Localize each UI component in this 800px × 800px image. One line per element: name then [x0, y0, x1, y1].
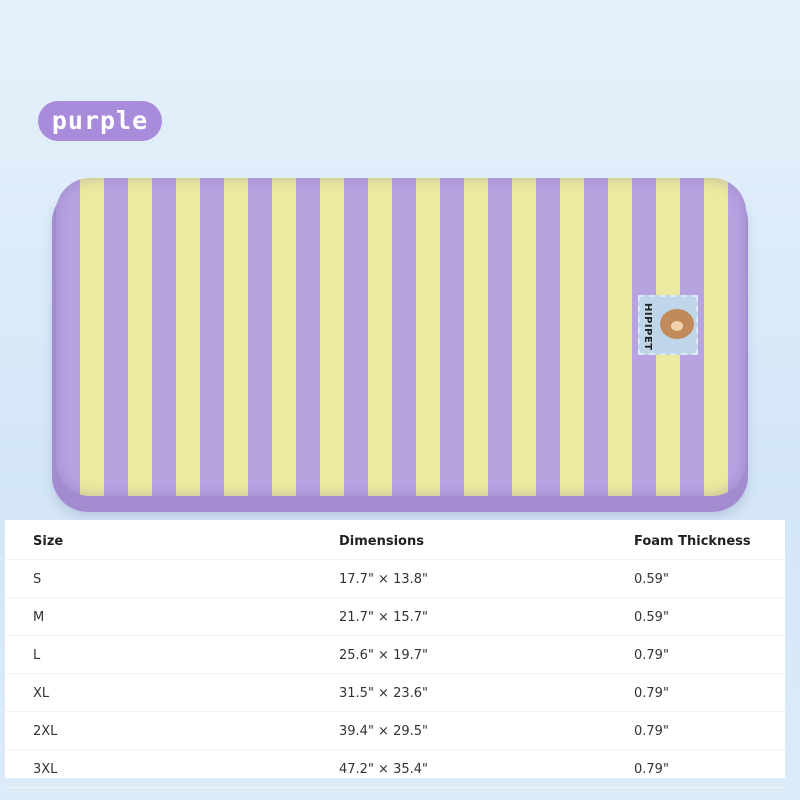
size-cell: S [33, 572, 42, 587]
size-cell: 2XL [33, 724, 58, 739]
bear-icon [660, 309, 694, 339]
color-badge: purple [38, 101, 162, 141]
dimensions-cell: 21.7" × 15.7" [339, 610, 429, 625]
striped-mat-image [56, 178, 746, 496]
table-row: 3XL 47.2" × 35.4" 0.79" [5, 750, 785, 788]
thickness-cell: 0.79" [634, 762, 669, 777]
brand-tag: HIPIPET [638, 295, 698, 355]
dimensions-cell: 31.5" × 23.6" [339, 686, 429, 701]
thickness-cell: 0.79" [634, 648, 669, 663]
table-header: Size Dimensions Foam Thickness [5, 522, 785, 560]
table-row: XL 31.5" × 23.6" 0.79" [5, 674, 785, 712]
table-row: M 21.7" × 15.7" 0.59" [5, 598, 785, 636]
thickness-cell: 0.59" [634, 610, 669, 625]
dimensions-cell: 17.7" × 13.8" [339, 572, 429, 587]
dimensions-cell: 25.6" × 19.7" [339, 648, 429, 663]
header-dimensions: Dimensions [339, 534, 424, 549]
size-cell: M [33, 610, 45, 625]
thickness-cell: 0.79" [634, 724, 669, 739]
brand-text: HIPIPET [642, 303, 653, 351]
size-cell: L [33, 648, 41, 663]
size-cell: XL [33, 686, 50, 701]
table-row: L 25.6" × 19.7" 0.79" [5, 636, 785, 674]
dimensions-cell: 47.2" × 35.4" [339, 762, 429, 777]
thickness-cell: 0.59" [634, 572, 669, 587]
header-size: Size [33, 534, 64, 549]
header-thickness: Foam Thickness [634, 534, 751, 549]
size-cell: 3XL [33, 762, 58, 777]
table-row: S 17.7" × 13.8" 0.59" [5, 560, 785, 598]
table-row: 2XL 39.4" × 29.5" 0.79" [5, 712, 785, 750]
dimensions-cell: 39.4" × 29.5" [339, 724, 429, 739]
size-table: Size Dimensions Foam Thickness S 17.7" × … [5, 520, 785, 788]
thickness-cell: 0.79" [634, 686, 669, 701]
